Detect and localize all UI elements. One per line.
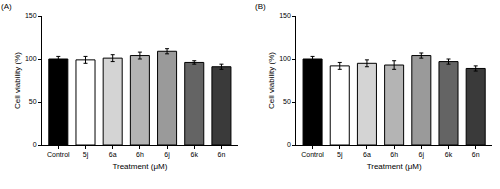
svg-text:Treatment (μM): Treatment (μM) bbox=[367, 162, 422, 171]
svg-text:6k: 6k bbox=[445, 151, 453, 158]
svg-text:6j: 6j bbox=[164, 151, 170, 159]
svg-text:(B): (B) bbox=[255, 2, 266, 11]
svg-text:0: 0 bbox=[33, 141, 37, 148]
svg-text:6h: 6h bbox=[136, 151, 144, 158]
svg-text:6j: 6j bbox=[419, 151, 425, 159]
svg-text:(A): (A) bbox=[1, 2, 12, 11]
svg-text:Control: Control bbox=[47, 151, 70, 158]
svg-text:5j: 5j bbox=[83, 151, 89, 159]
svg-text:6n: 6n bbox=[218, 151, 226, 158]
svg-text:150: 150 bbox=[279, 12, 291, 19]
svg-text:Treatment (μM): Treatment (μM) bbox=[112, 162, 167, 171]
svg-text:6n: 6n bbox=[472, 151, 480, 158]
svg-text:6h: 6h bbox=[390, 151, 398, 158]
svg-text:6a: 6a bbox=[109, 151, 117, 158]
svg-text:100: 100 bbox=[25, 55, 37, 62]
svg-text:6k: 6k bbox=[191, 151, 199, 158]
svg-text:6a: 6a bbox=[363, 151, 371, 158]
svg-text:150: 150 bbox=[25, 12, 37, 19]
svg-text:50: 50 bbox=[29, 98, 37, 105]
svg-text:0: 0 bbox=[287, 141, 291, 148]
svg-text:Cell viability (%): Cell viability (%) bbox=[267, 52, 276, 109]
svg-text:5j: 5j bbox=[337, 151, 343, 159]
svg-text:Cell viability (%): Cell viability (%) bbox=[13, 52, 22, 109]
svg-text:50: 50 bbox=[283, 98, 291, 105]
svg-text:100: 100 bbox=[279, 55, 291, 62]
svg-text:Control: Control bbox=[301, 151, 324, 158]
